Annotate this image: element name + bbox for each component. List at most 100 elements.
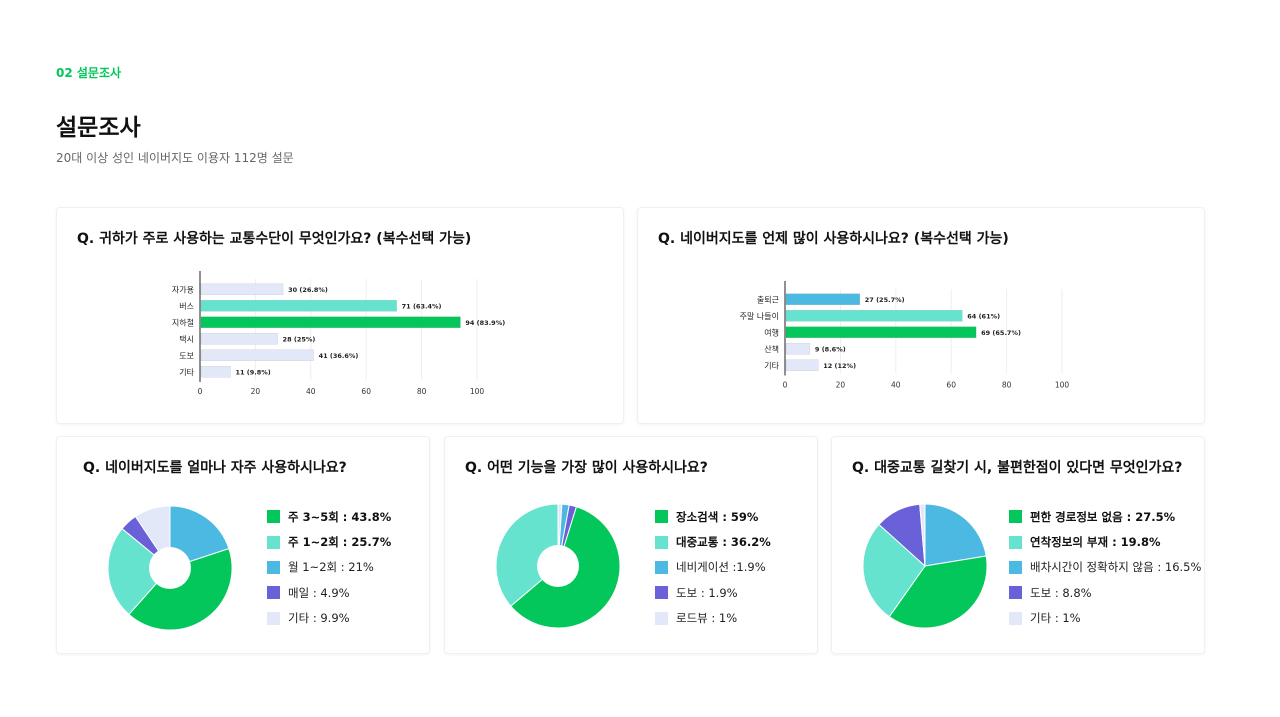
legend-item: 장소검색 : 59% (655, 504, 771, 529)
transport-bar-chart: 0 20 40 60 80 100 자가용 30 (26.8%) 버스 71 (63.4%) 지하철… (172, 271, 505, 396)
card-title: Q. 네이버지도를 얼마나 자주 사용하시나요? (83, 460, 347, 476)
bar (200, 366, 231, 378)
legend-swatch (1009, 560, 1022, 574)
data-label: 28 (25%) (283, 335, 316, 343)
usage-time-bar-chart: 0 20 40 60 80 100 출퇴근 27 (25.7%) 주말 나들이 64 (61%) 여… (740, 281, 1070, 390)
data-label: 27 (25.7%) (865, 296, 905, 304)
pie-slice (919, 503, 926, 567)
legend-label: 주 3~5회 : 43.8% (288, 509, 392, 524)
x-tick-label: 20 (251, 387, 261, 396)
feature-donut-chart (495, 503, 621, 629)
data-label: 30 (26.8%) (288, 286, 328, 294)
legend-item: 주 1~2회 : 25.7% (267, 529, 391, 554)
bar (200, 283, 284, 295)
x-tick-label: 100 (470, 387, 485, 396)
legend-label: 네비게이션 :1.9% (676, 560, 766, 575)
bar (200, 349, 314, 361)
x-tick-label: 20 (836, 381, 846, 390)
x-tick-label: 60 (361, 387, 371, 396)
legend-swatch (267, 611, 280, 625)
category-label: 택시 (179, 334, 194, 344)
legend-item: 도보 : 8.8% (1009, 580, 1201, 605)
legend-item: 편한 경로정보 없음 : 27.5% (1009, 504, 1201, 529)
card-title: Q. 네이버지도를 언제 많이 사용하시나요? (복수선택 가능) (658, 231, 1009, 247)
frequency-donut-chart (107, 505, 233, 631)
legend-label: 도보 : 8.8% (1030, 585, 1092, 600)
transit-pain-survey-card: Q. 대중교통 길찾기 시, 불편한점이 있다면 무엇인가요? 편한 경로정보 … (831, 436, 1205, 654)
x-tick-label: 0 (783, 381, 788, 390)
legend-swatch (1009, 586, 1022, 600)
donut-hole (149, 547, 191, 589)
bar (785, 326, 977, 338)
legend-item: 주 3~5회 : 43.8% (267, 504, 391, 529)
legend-swatch (655, 510, 668, 524)
legend-item: 연착정보의 부재 : 19.8% (1009, 529, 1201, 554)
bar (200, 300, 397, 312)
category-label: 기타 (764, 361, 779, 370)
bar (785, 293, 861, 305)
bar (785, 359, 819, 371)
category-label: 주말 나들이 (740, 311, 779, 321)
legend-item: 네비게이션 :1.9% (655, 555, 771, 580)
pie-slice (128, 547, 233, 631)
legend-label: 로드뷰 : 1% (676, 611, 738, 626)
pie-slice (862, 523, 926, 618)
pie-slice (924, 503, 987, 567)
category-label: 기타 (179, 368, 194, 377)
legend-item: 기타 : 1% (1009, 606, 1201, 631)
legend-swatch (267, 510, 280, 524)
legend-label: 월 1~2회 : 21% (288, 560, 374, 575)
category-label: 자가용 (172, 285, 194, 294)
card-title: Q. 귀하가 주로 사용하는 교통수단이 무엇인가요? (복수선택 가능) (77, 231, 472, 247)
legend-label: 연착정보의 부재 : 19.8% (1030, 535, 1161, 550)
legend-label: 매일 : 4.9% (288, 585, 350, 600)
page-subtitle: 20대 이상 성인 네이버지도 이용자 112명 설문 (56, 151, 294, 165)
legend-swatch (267, 560, 280, 574)
category-label: 산책 (764, 344, 779, 354)
pie-slice (495, 503, 559, 607)
legend-swatch (655, 611, 668, 625)
legend-label: 주 1~2회 : 25.7% (288, 535, 392, 550)
feature-legend: 장소검색 : 59% 대중교통 : 36.2% 네비게이션 :1.9% 도보 : 1.… (655, 504, 771, 631)
category-label: 버스 (179, 301, 194, 311)
legend-item: 도보 : 1.9% (655, 580, 771, 605)
frequency-legend: 주 3~5회 : 43.8% 주 1~2회 : 25.7% 월 1~2회 : 21%… (267, 504, 391, 631)
data-label: 11 (9.8%) (235, 368, 270, 376)
x-tick-label: 40 (891, 381, 901, 390)
x-tick-label: 100 (1055, 381, 1070, 390)
bar (785, 310, 963, 322)
x-tick-label: 80 (1002, 381, 1012, 390)
x-tick-label: 40 (306, 387, 316, 396)
data-label: 9 (8.6%) (815, 345, 846, 353)
data-label: 69 (65.7%) (981, 329, 1021, 337)
legend-label: 편한 경로정보 없음 : 27.5% (1030, 509, 1176, 524)
card-title: Q. 어떤 기능을 가장 많이 사용하시나요? (465, 460, 708, 476)
x-tick-label: 80 (417, 387, 427, 396)
transit-pain-pie-chart (862, 503, 988, 629)
legend-swatch (1009, 611, 1022, 625)
donut-hole (537, 545, 579, 587)
legend-label: 기타 : 9.9% (288, 611, 350, 626)
legend-label: 배차시간이 정확하지 않음 : 16.5% (1030, 560, 1202, 575)
legend-swatch (267, 586, 280, 600)
legend-label: 대중교통 : 36.2% (676, 535, 771, 550)
data-label: 12 (12%) (823, 362, 856, 370)
data-label: 71 (63.4%) (402, 302, 442, 310)
frequency-survey-card: Q. 네이버지도를 얼마나 자주 사용하시나요? 주 3~5회 : 43.8% 주… (56, 436, 430, 654)
transport-survey-card: Q. 귀하가 주로 사용하는 교통수단이 무엇인가요? (복수선택 가능) 0 2… (56, 207, 624, 424)
usage-time-survey-card: Q. 네이버지도를 언제 많이 사용하시나요? (복수선택 가능) 0 20 40 6… (637, 207, 1205, 424)
transit-pain-legend: 편한 경로정보 없음 : 27.5% 연착정보의 부재 : 19.8% 배차시간이 … (1009, 504, 1201, 631)
category-label: 도보 (179, 351, 194, 360)
legend-swatch (1009, 510, 1022, 524)
bar (200, 316, 461, 328)
bar (200, 333, 278, 345)
page-title: 설문조사 (56, 115, 141, 141)
data-label: 94 (83.9%) (465, 319, 505, 327)
data-label: 64 (61%) (967, 312, 1000, 320)
category-label: 지하철 (172, 317, 194, 327)
legend-label: 기타 : 1% (1030, 611, 1081, 626)
legend-item: 매일 : 4.9% (267, 580, 391, 605)
section-tag: 02 설문조사 (56, 66, 122, 80)
x-tick-label: 60 (946, 381, 956, 390)
pie-slice (107, 527, 171, 616)
